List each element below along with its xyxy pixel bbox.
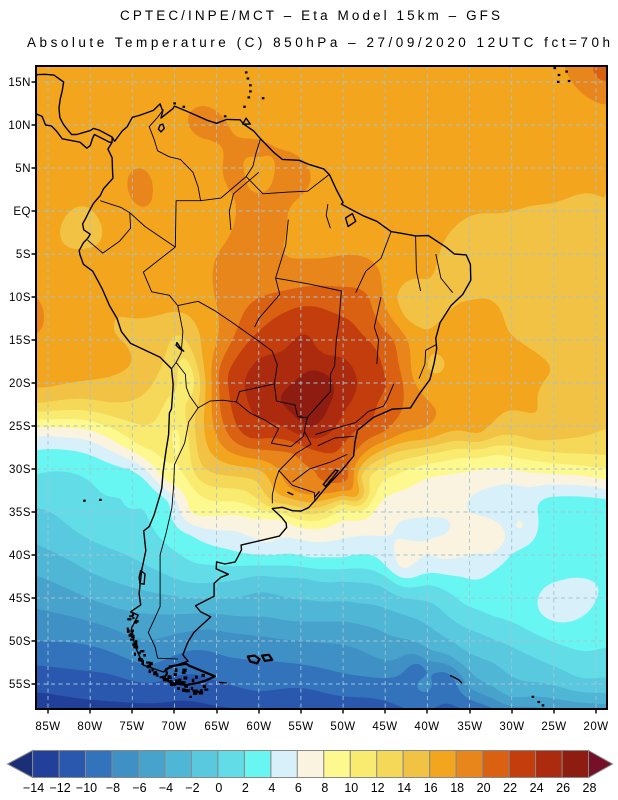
svg-text:4: 4 (268, 781, 275, 795)
svg-text:Absolute Temperature (C) 850hP: Absolute Temperature (C) 850hPa – 27/09/… (27, 35, 610, 50)
svg-text:CPTEC/INPE/MCT – Eta Model 15: CPTEC/INPE/MCT – Eta Model 15km – GFS (120, 8, 500, 23)
svg-text:2: 2 (242, 781, 249, 795)
svg-text:28: 28 (583, 781, 597, 795)
svg-text:80W: 80W (77, 721, 102, 733)
svg-text:35W: 35W (457, 721, 482, 733)
svg-text:5N: 5N (15, 163, 31, 175)
svg-text:35S: 35S (9, 507, 31, 519)
svg-text:45W: 45W (372, 721, 397, 733)
svg-text:85W: 85W (35, 721, 60, 733)
svg-text:20S: 20S (9, 378, 31, 390)
svg-text:10N: 10N (8, 120, 31, 132)
svg-text:25S: 25S (9, 421, 31, 433)
svg-text:10: 10 (344, 781, 358, 795)
svg-text:40W: 40W (414, 721, 439, 733)
svg-text:45S: 45S (9, 593, 31, 605)
svg-text:70W: 70W (161, 721, 186, 733)
svg-text:25W: 25W (541, 721, 566, 733)
svg-text:50W: 50W (330, 721, 355, 733)
svg-text:14: 14 (397, 781, 411, 795)
svg-text:75W: 75W (119, 721, 144, 733)
svg-text:10S: 10S (9, 292, 31, 304)
svg-text:65W: 65W (204, 721, 229, 733)
svg-text:5S: 5S (16, 249, 31, 261)
svg-text:−4: −4 (159, 781, 173, 795)
svg-text:22: 22 (503, 781, 517, 795)
svg-text:−14: −14 (23, 781, 44, 795)
svg-text:−12: −12 (49, 781, 70, 795)
svg-text:−2: −2 (185, 781, 199, 795)
svg-text:16: 16 (424, 781, 438, 795)
svg-text:30W: 30W (499, 721, 524, 733)
svg-text:18: 18 (450, 781, 464, 795)
svg-text:24: 24 (530, 781, 544, 795)
svg-text:12: 12 (371, 781, 385, 795)
svg-text:55S: 55S (9, 679, 31, 691)
svg-text:0: 0 (215, 781, 222, 795)
svg-text:EQ: EQ (13, 206, 31, 218)
svg-text:15N: 15N (8, 77, 31, 89)
svg-text:6: 6 (295, 781, 302, 795)
svg-text:60W: 60W (246, 721, 271, 733)
svg-text:20: 20 (477, 781, 491, 795)
svg-text:26: 26 (556, 781, 570, 795)
svg-text:40S: 40S (9, 550, 31, 562)
svg-text:55W: 55W (288, 721, 313, 733)
svg-text:−6: −6 (132, 781, 146, 795)
svg-text:20W: 20W (583, 721, 608, 733)
svg-text:−8: −8 (106, 781, 120, 795)
svg-text:30S: 30S (9, 464, 31, 476)
svg-text:15S: 15S (9, 335, 31, 347)
svg-text:50S: 50S (9, 636, 31, 648)
svg-text:8: 8 (321, 781, 328, 795)
svg-text:−10: −10 (76, 781, 97, 795)
